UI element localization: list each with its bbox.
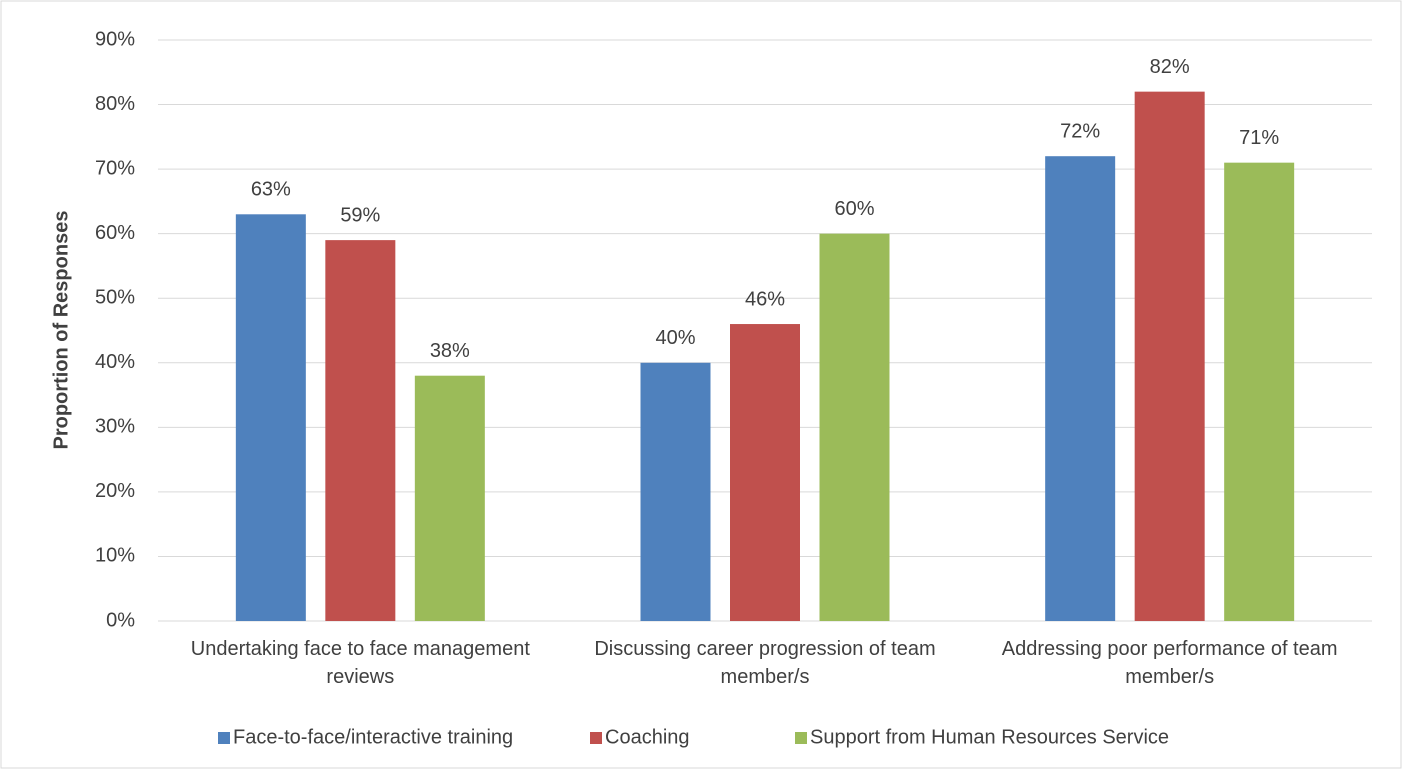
y-tick-label: 50% (95, 287, 135, 309)
legend-label: Face-to-face/interactive training (233, 726, 513, 748)
bar (1224, 162, 1295, 621)
data-label: 60% (834, 198, 874, 220)
data-label: 38% (430, 340, 470, 362)
bar (414, 375, 485, 621)
bar (640, 362, 711, 621)
legend-swatch (590, 732, 602, 744)
bar (235, 214, 306, 622)
y-tick-label: 0% (106, 609, 135, 631)
x-tick-label: Addressing poor performance of team memb… (1001, 638, 1338, 688)
data-label: 63% (251, 179, 291, 201)
y-tick-label: 90% (95, 28, 135, 50)
y-tick-label: 70% (95, 157, 135, 179)
x-tick-label: Undertaking face to face management revi… (190, 638, 530, 688)
data-label: 46% (745, 288, 785, 310)
legend-label: Support from Human Resources Service (810, 726, 1169, 748)
legend-swatch (218, 732, 230, 744)
data-label: 72% (1060, 120, 1100, 142)
data-label: 82% (1150, 56, 1190, 78)
y-tick-label: 20% (95, 480, 135, 502)
legend-swatch (795, 732, 807, 744)
data-label: 59% (340, 204, 380, 226)
y-tick-label: 80% (95, 93, 135, 115)
y-tick-label: 40% (95, 351, 135, 373)
legend-label: Coaching (605, 726, 690, 748)
y-tick-label: 60% (95, 222, 135, 244)
bar (730, 324, 800, 621)
bar (325, 240, 396, 621)
y-axis-title: Proportion of Responses (50, 211, 72, 450)
bar (1134, 91, 1205, 621)
data-label: 40% (655, 327, 695, 349)
bar (819, 233, 890, 621)
bar (1045, 156, 1116, 621)
y-tick-label: 30% (95, 416, 135, 438)
x-tick-label: Discussing career progression of team me… (594, 638, 936, 688)
y-tick-label: 10% (95, 545, 135, 567)
data-label: 71% (1239, 127, 1279, 149)
